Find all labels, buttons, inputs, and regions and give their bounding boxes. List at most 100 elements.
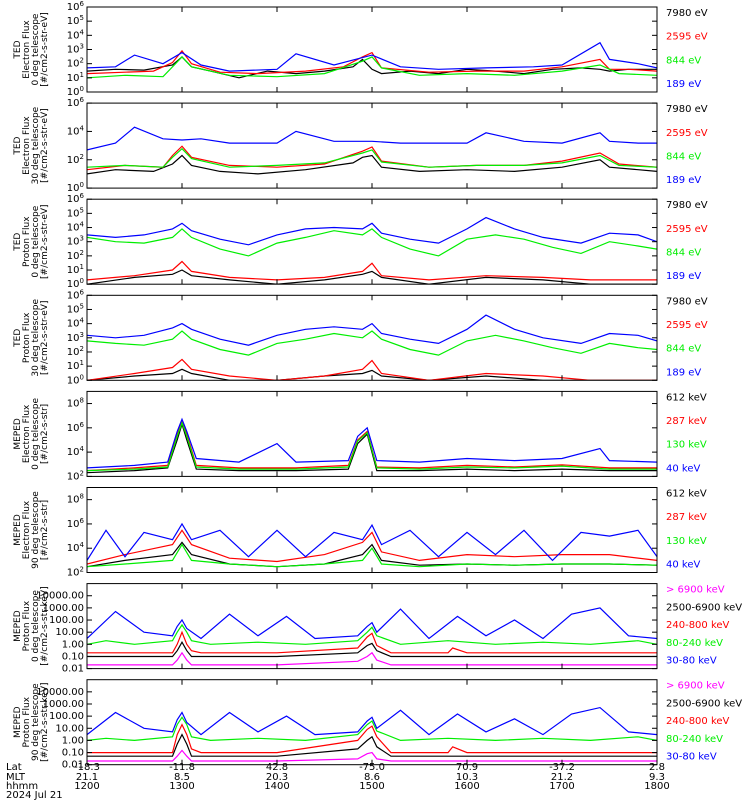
legend-entry: 7980 eV (666, 8, 708, 19)
x-tick-label-hhmm: 1600 (454, 781, 479, 792)
y-tick-label: 1.00 (62, 735, 84, 746)
y-tick-label: 103 (67, 235, 84, 248)
x-tick-label-lat: 42.8 (266, 762, 288, 773)
y-tick-label: 103 (67, 43, 84, 56)
x-tick-label-hhmm: 1300 (169, 781, 194, 792)
series-line (87, 154, 657, 175)
y-tick-label: 102 (67, 469, 84, 482)
y-tick-label: 104 (67, 541, 85, 554)
y-tick-label: 102 (67, 566, 84, 579)
y-tick-label: 0.10 (62, 651, 84, 662)
legend-entry: 844 eV (666, 151, 701, 162)
legend-entry: 2595 eV (666, 128, 708, 139)
series-line (87, 706, 657, 736)
series-line (87, 368, 657, 381)
x-tick-label-hhmm: 1700 (549, 781, 574, 792)
series-line (87, 56, 657, 79)
series-line (87, 269, 657, 285)
legend-entry: 80-240 keV (666, 638, 723, 649)
y-axis-label: MEPEDProton Flux0 deg telescope[#/cm2-s-… (13, 586, 50, 665)
y-tick-label: 106 (67, 0, 85, 13)
x-tick-label-lat: -37.2 (549, 762, 575, 773)
y-tick-label: 10000.00 (36, 591, 84, 602)
legend-entry: 2500-6900 keV (666, 698, 742, 709)
x-tick-label-mlt: 21.1 (76, 772, 98, 783)
x-tick-label-mlt: 21.2 (551, 772, 573, 783)
series-line (87, 147, 657, 168)
series-line (87, 216, 657, 246)
series-line (87, 723, 657, 754)
y-tick-label: 102 (67, 153, 84, 166)
legend-entry: 7980 eV (666, 200, 708, 211)
x-row-label-mlt: MLT (6, 772, 26, 783)
legend-entry: 7980 eV (666, 296, 708, 307)
y-tick-label: 0.01 (62, 664, 84, 675)
y-tick-label: 106 (67, 192, 85, 205)
y-tick-label: 10.00 (55, 723, 84, 734)
y-axis-label: TEDProton Flux0 deg telescope[#/cm2-s-st… (13, 204, 50, 279)
legend-entry: 7980 eV (666, 104, 708, 115)
legend-entry: > 6900 keV (666, 585, 725, 596)
y-tick-label: 104 (67, 124, 85, 137)
y-tick-label: 100.00 (49, 615, 84, 626)
y-tick-label: 102 (67, 345, 84, 358)
series-line (87, 623, 657, 645)
legend-entry: 30-80 keV (666, 656, 717, 667)
series-line (87, 422, 657, 474)
series-line (87, 126, 657, 151)
y-tick-label: 101 (67, 263, 84, 276)
legend-entry: 130 keV (666, 536, 707, 547)
series-line (87, 314, 657, 346)
series-line (87, 421, 657, 472)
series-line (87, 49, 657, 75)
series-line (87, 358, 657, 381)
x-row-label-hhmm: hhmm (6, 781, 38, 792)
y-axis-label: TEDElectron Flux30 deg telescope[#/cm2-s… (13, 106, 50, 184)
y-tick-label: 104 (67, 221, 85, 234)
series-line (87, 607, 657, 640)
legend-entry: 40 keV (666, 560, 700, 571)
x-tick-label-mlt: 10.3 (456, 772, 478, 783)
x-tick-label-lat: -11.8 (169, 762, 195, 773)
series-line (87, 417, 657, 469)
series-line (87, 41, 657, 72)
y-tick-label: 106 (67, 96, 85, 109)
legend-entry: 612 keV (666, 392, 707, 403)
x-tick-label-hhmm: 1800 (644, 781, 669, 792)
y-tick-label: 0.01 (62, 760, 84, 771)
y-tick-label: 102 (67, 249, 84, 262)
x-tick-label-mlt: 9.3 (649, 772, 665, 783)
y-axis-label: MEPEDProton Flux90 deg telescope[#/cm2-s… (13, 682, 50, 761)
y-axis-label: MEPEDElectron Flux90 deg telescope[#/cm2… (13, 491, 50, 569)
legend-entry: 189 eV (666, 175, 701, 186)
legend-entry: 80-240 keV (666, 734, 723, 745)
legend-entry: 40 keV (666, 463, 700, 474)
legend-entry: > 6900 keV (666, 681, 725, 692)
legend-entry: 30-80 keV (666, 752, 717, 763)
y-tick-label: 101 (67, 71, 84, 84)
y-tick-label: 104 (67, 28, 85, 41)
legend-entry: 287 keV (666, 512, 707, 523)
legend-entry: 2595 eV (666, 32, 708, 43)
panel-6: 102 104 106 108 MEPEDElectron Flux90 deg tel… (13, 487, 707, 579)
x-tick-label-lat: 70.9 (456, 762, 478, 773)
legend-entry: 2595 eV (666, 224, 708, 235)
panel-7: 0.01 0.101.0010.00100.001000.0010000.00ME… (13, 583, 742, 675)
x-tick-label-lat: -18.3 (74, 762, 100, 773)
y-tick-label: 101 (67, 359, 84, 372)
panel-5: 102 104 106 108 MEPEDElectron Flux0 deg tele… (13, 390, 707, 482)
series-line (87, 529, 657, 565)
y-axis-label: MEPEDElectron Flux0 deg telescope[#/cm2-… (13, 397, 50, 469)
y-tick-label: 105 (67, 206, 84, 219)
legend-entry: 844 eV (666, 55, 701, 66)
legend-entry: 189 eV (666, 79, 701, 90)
series-line (87, 522, 657, 562)
legend-entry: 2500-6900 keV (666, 602, 742, 613)
series-line (87, 716, 657, 742)
